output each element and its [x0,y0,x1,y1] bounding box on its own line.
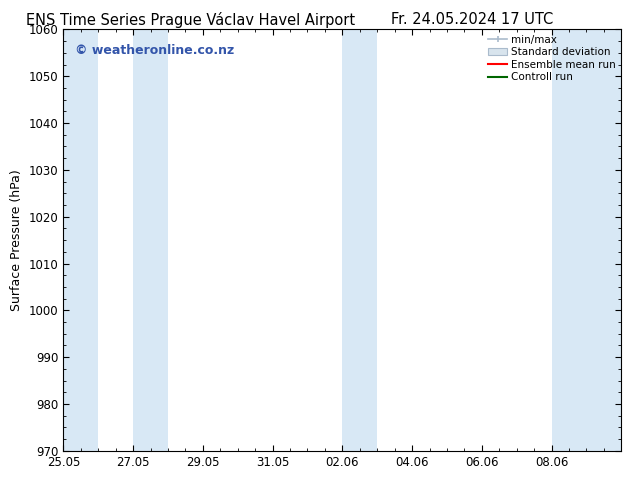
Text: ENS Time Series Prague Václav Havel Airport: ENS Time Series Prague Václav Havel Airp… [25,12,355,28]
Bar [133,29,168,451]
Bar [342,29,377,451]
Text: Fr. 24.05.2024 17 UTC: Fr. 24.05.2024 17 UTC [391,12,553,27]
Bar [552,29,621,451]
Y-axis label: Surface Pressure (hPa): Surface Pressure (hPa) [10,169,23,311]
Text: © weatheronline.co.nz: © weatheronline.co.nz [75,44,234,57]
Legend: min/max, Standard deviation, Ensemble mean run, Controll run: min/max, Standard deviation, Ensemble me… [486,32,618,84]
Bar [63,29,98,451]
